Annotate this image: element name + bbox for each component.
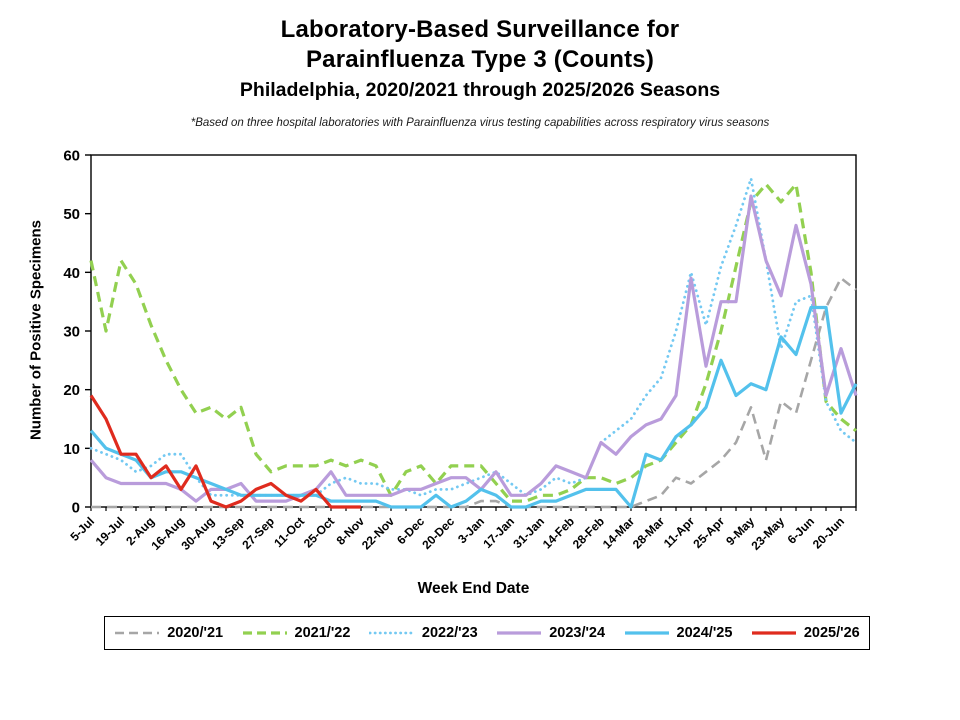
legend-item-2021--22: 2021/'22	[242, 625, 351, 641]
chart-legend: 2020/'21 2021/'22 2022/'23 2023/'24 2024/'25…	[104, 616, 870, 650]
x-tick-label: 19-Jul	[93, 514, 127, 548]
y-tick-label: 50	[63, 206, 80, 223]
chart-title-line2: Parainfluenza Type 3 (Counts)	[305, 46, 655, 73]
x-tick-label: 13-Sep	[209, 514, 247, 552]
legend-line-swatch	[115, 631, 160, 635]
x-tick-label: 22-Nov	[359, 514, 397, 552]
series-line-2024--25	[89, 305, 858, 509]
x-tick-label: 28-Feb	[570, 514, 607, 551]
legend-item-2020--21: 2020/'21	[114, 625, 223, 641]
x-tick-label: 25-Oct	[301, 514, 337, 550]
legend-label: 2024/'25	[676, 625, 733, 641]
legend-label: 2025/'26	[803, 625, 860, 641]
x-tick-label: 28-Mar	[630, 514, 667, 551]
x-tick-label: 20-Dec	[419, 514, 457, 552]
series-line-2025--26	[89, 394, 361, 509]
x-tick-label: 20-Jun	[810, 514, 847, 551]
chart-title-line1: Laboratory-Based Surveillance for	[280, 16, 680, 43]
legend-label: 2022/'23	[421, 625, 478, 641]
x-tick-label: 14-Mar	[600, 514, 637, 551]
x-tick-label: 27-Sep	[239, 514, 277, 552]
legend-item-2022--23: 2022/'23	[368, 625, 478, 641]
y-tick-label: 20	[63, 382, 80, 399]
parainfluenza-line-chart: 01020304050605-Jul19-Jul2-Aug16-Aug30-Au…	[63, 148, 858, 597]
series-line-2021--22	[89, 182, 857, 503]
legend-line-swatch	[497, 631, 542, 635]
series-line-2023--24	[89, 194, 858, 503]
series-line-2022--23	[89, 177, 858, 497]
x-tick-label: 31-Jan	[510, 514, 547, 551]
series-line-2020--21	[91, 276, 857, 509]
legend-line-swatch	[751, 631, 796, 635]
x-tick-label: 25-Apr	[690, 514, 727, 551]
x-tick-label: 11-Apr	[661, 514, 698, 551]
chart-footnote: *Based on three hospital laboratories wi…	[190, 117, 770, 129]
y-tick-label: 30	[63, 324, 80, 341]
plot-border	[90, 154, 857, 508]
chart-subtitle: Philadelphia, 2020/2021 through 2025/202…	[239, 79, 721, 101]
legend-line-swatch	[368, 631, 415, 635]
legend-line-swatch	[242, 631, 287, 635]
legend-item-2023--24: 2023/'24	[496, 625, 605, 641]
legend-label: 2021/'22	[294, 625, 351, 641]
x-tick-label: 17-Jan	[480, 514, 517, 551]
legend-label: 2020/'21	[167, 625, 224, 641]
legend-item-2025--26: 2025/'26	[751, 625, 860, 641]
legend-item-2024--25: 2024/'25	[624, 625, 733, 641]
y-tick-label: 10	[63, 441, 80, 458]
x-tick-label: 11-Oct	[271, 514, 307, 550]
x-axis-title: Week End Date	[418, 580, 530, 597]
legend-line-swatch	[624, 631, 669, 635]
x-tick-label: 30-Aug	[178, 514, 217, 553]
x-tick-label: 14-Feb	[540, 514, 577, 551]
x-tick-label: 23-May	[748, 514, 787, 553]
y-tick-label: 60	[63, 148, 80, 165]
y-tick-label: 40	[63, 265, 80, 282]
y-tick-label: 0	[72, 500, 80, 517]
legend-label: 2023/'24	[549, 625, 606, 641]
